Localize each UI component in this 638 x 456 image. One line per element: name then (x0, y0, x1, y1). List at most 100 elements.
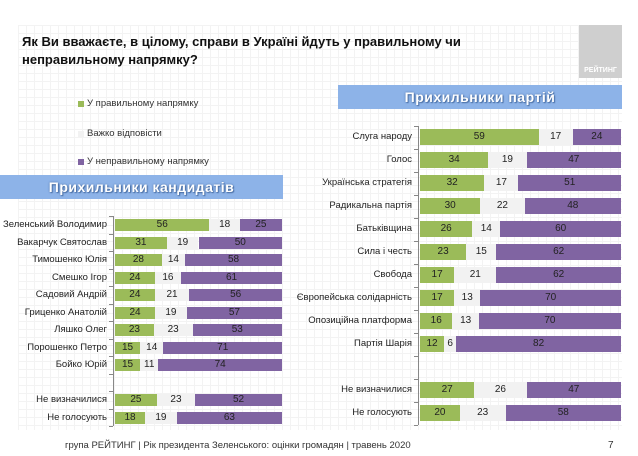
category-label: Не голосують (352, 407, 412, 418)
legend-item-right: У правильному напрямку (78, 98, 198, 109)
bar-segment-right: 56 (115, 219, 210, 231)
bar-segment-hard: 22 (480, 198, 525, 214)
category-label: Опозиційна платформа (308, 315, 412, 326)
legend-swatch (78, 130, 84, 137)
axis-tick (414, 217, 418, 219)
axis-tick (109, 286, 113, 288)
category-label: Не визначилися (36, 394, 107, 405)
axis-tick (109, 426, 113, 428)
bar-segment-hard: 14 (161, 254, 186, 266)
axis-tick (109, 268, 113, 270)
category-label: Вакарчук Святослав (17, 236, 107, 248)
bar-segment-hard: 21 (154, 289, 190, 301)
bar-segment-hard: 14 (140, 341, 164, 354)
bar-segment-wrong: 62 (496, 244, 621, 260)
axis-tick (109, 251, 113, 253)
axis-tick (414, 194, 418, 196)
legend-swatch (78, 158, 84, 165)
bar-segment-hard: 17 (484, 175, 519, 191)
bar-segment-hard: 23 (153, 324, 193, 336)
bar-segment-wrong: 47 (526, 152, 621, 168)
bar-segment-right: 25 (115, 394, 157, 406)
bar-segment-hard: 14 (472, 221, 501, 237)
axis-tick (414, 332, 418, 334)
legend-label: У неправильному напрямку (87, 156, 209, 167)
bar-segment-wrong: 70 (480, 290, 621, 306)
bar-segment-hard: 6 (444, 336, 457, 352)
axis-tick (414, 355, 418, 357)
axis-tick (109, 373, 113, 375)
bar-segment-hard: 17 (538, 129, 573, 145)
category-label: Партія Шарія (354, 338, 412, 349)
banner-parties: Прихильники партій (338, 85, 622, 109)
category-label: Не голосують (47, 411, 107, 423)
bar-segment-wrong: 56 (189, 289, 282, 301)
category-label: Гриценко Анатолій (24, 306, 107, 318)
axis-tick (414, 148, 418, 150)
page-title: Як Ви вважаєте, в цілому, справи в Украї… (22, 34, 461, 67)
category-label: Ляшко Олег (54, 324, 107, 335)
banner-candidates: Прихильники кандидатів (0, 175, 283, 199)
category-label: Слуга народу (352, 131, 412, 142)
bar-segment-right: 31 (115, 236, 167, 249)
bar-segment-hard: 18 (209, 219, 240, 231)
bar-segment-right: 32 (420, 175, 485, 191)
bar-segment-wrong: 62 (496, 267, 621, 283)
category-label: Тимошенко Юлія (32, 254, 107, 265)
bar-segment-hard: 19 (166, 236, 199, 249)
bar-segment-hard: 13 (454, 290, 481, 306)
category-label: Не визначилися (341, 384, 412, 395)
bar-segment-right: 59 (420, 129, 539, 145)
bar-segment-right: 26 (420, 221, 473, 237)
bar-segment-wrong: 52 (195, 394, 282, 406)
category-label: Порошенко Петро (27, 341, 107, 353)
axis-tick (414, 125, 418, 127)
legend-swatch (78, 100, 84, 107)
bar-segment-hard: 23 (156, 394, 196, 406)
bar-segment-wrong: 71 (163, 341, 282, 354)
category-label: Зеленський Володимир (3, 219, 107, 230)
bar-segment-hard: 21 (454, 267, 497, 283)
legend-item-wrong: У неправильному напрямку (78, 156, 209, 167)
bar-segment-wrong: 82 (456, 336, 621, 352)
category-label: Садовий Андрій (35, 289, 107, 300)
bar-segment-right: 15 (115, 359, 141, 371)
bar-segment-right: 23 (420, 244, 467, 260)
bar-segment-wrong: 70 (478, 313, 621, 329)
bar-segment-hard: 26 (474, 382, 527, 398)
bar-segment-hard: 13 (452, 313, 479, 329)
axis-tick (109, 216, 113, 218)
chart-axis (418, 125, 419, 425)
axis-tick (414, 171, 418, 173)
bar-segment-right: 24 (115, 306, 156, 319)
axis-tick (109, 338, 113, 340)
bar-segment-hard: 19 (145, 411, 177, 424)
category-label: Батьківщина (356, 223, 412, 234)
axis-tick (109, 408, 113, 410)
rating-logo: РЕЙТИНГ (579, 25, 622, 78)
bar-segment-wrong: 61 (181, 271, 282, 284)
bar-segment-right: 27 (420, 382, 475, 398)
bar-segment-wrong: 74 (158, 359, 282, 371)
axis-tick (414, 378, 418, 380)
bar-segment-wrong: 57 (186, 306, 282, 319)
category-label: Смешко Ігор (52, 271, 107, 283)
axis-tick (109, 233, 113, 235)
bar-segment-right: 34 (420, 152, 489, 168)
bar-segment-right: 12 (420, 336, 445, 352)
category-label: Свобода (373, 269, 412, 280)
axis-tick (109, 321, 113, 323)
axis-tick (414, 424, 418, 426)
bar-segment-right: 28 (115, 254, 162, 266)
bar-segment-wrong: 63 (176, 411, 282, 424)
bar-segment-right: 15 (115, 341, 141, 354)
category-label: Українська стратегія (322, 177, 412, 188)
axis-tick (109, 303, 113, 305)
axis-tick (414, 263, 418, 265)
bar-segment-wrong: 60 (500, 221, 621, 237)
bar-segment-wrong: 48 (524, 198, 621, 214)
bar-segment-right: 23 (115, 324, 154, 336)
chart-axis (113, 216, 114, 427)
bar-segment-right: 24 (115, 289, 155, 301)
axis-tick (109, 356, 113, 358)
